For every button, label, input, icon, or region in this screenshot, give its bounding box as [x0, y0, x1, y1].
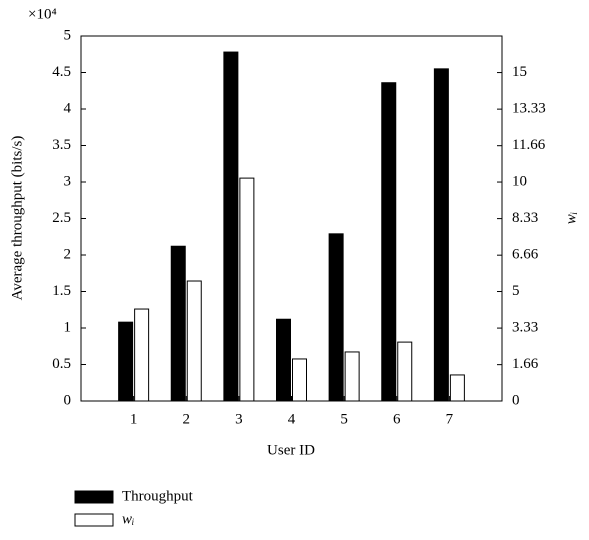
bar — [170, 245, 186, 402]
x-tick-label: 5 — [340, 411, 348, 427]
y2-tick-label: 8.33 — [512, 210, 538, 226]
y2-tick-label: 13.33 — [512, 101, 546, 117]
y2-tick-label: 5 — [512, 283, 520, 299]
x-tick-label: 7 — [446, 411, 454, 427]
y-tick-label: 5 — [64, 27, 72, 43]
y2-tick-label: 1.66 — [512, 356, 539, 372]
y-tick-label: 2 — [64, 246, 72, 262]
legend-label: Throughput — [122, 488, 194, 504]
y2-tick-label: 6.66 — [512, 247, 539, 263]
x-tick-label: 3 — [235, 411, 243, 427]
y2-tick-label: 0 — [512, 392, 520, 408]
y-tick-label: 2.5 — [52, 210, 71, 226]
bar — [292, 358, 307, 402]
y-tick-label: 3.5 — [52, 137, 71, 153]
x-tick-label: 1 — [130, 411, 138, 427]
y2-tick-label: 10 — [512, 173, 527, 189]
y-tick-label: 0.5 — [52, 356, 71, 372]
bar — [276, 318, 291, 402]
y-tick-label: 1.5 — [52, 283, 71, 299]
bar — [118, 321, 134, 402]
y-tick-label: 0 — [64, 392, 72, 408]
y-tick-label: 3 — [64, 173, 72, 189]
bar — [381, 82, 397, 402]
y2-tick-label: 11.66 — [512, 137, 546, 153]
bar — [239, 177, 255, 402]
multiplier: ×10⁴ — [28, 6, 57, 22]
y-tick-label: 4 — [64, 100, 72, 116]
bar — [223, 51, 239, 402]
legend-label: wᵢ — [122, 511, 134, 527]
x-axis-label: User ID — [267, 442, 315, 458]
x-tick-label: 6 — [393, 411, 401, 427]
y2-tick-label: 3.33 — [512, 320, 538, 336]
bar — [449, 374, 465, 402]
bar — [186, 280, 202, 402]
bar — [433, 68, 449, 402]
y2-tick-label: 15 — [512, 64, 527, 80]
y-tick-label: 4.5 — [52, 64, 71, 80]
bar — [344, 351, 360, 402]
bar — [134, 308, 150, 402]
y-tick-label: 1 — [64, 319, 72, 335]
x-tick-label: 4 — [288, 411, 296, 427]
bar — [397, 341, 413, 402]
legend-swatch — [74, 490, 114, 504]
y2-axis-label: wᵢ — [563, 212, 579, 224]
legend-swatch — [74, 513, 114, 527]
y-axis-label: Average throughput (bits/s) — [9, 136, 25, 301]
bar — [328, 233, 344, 402]
x-tick-label: 2 — [183, 411, 191, 427]
